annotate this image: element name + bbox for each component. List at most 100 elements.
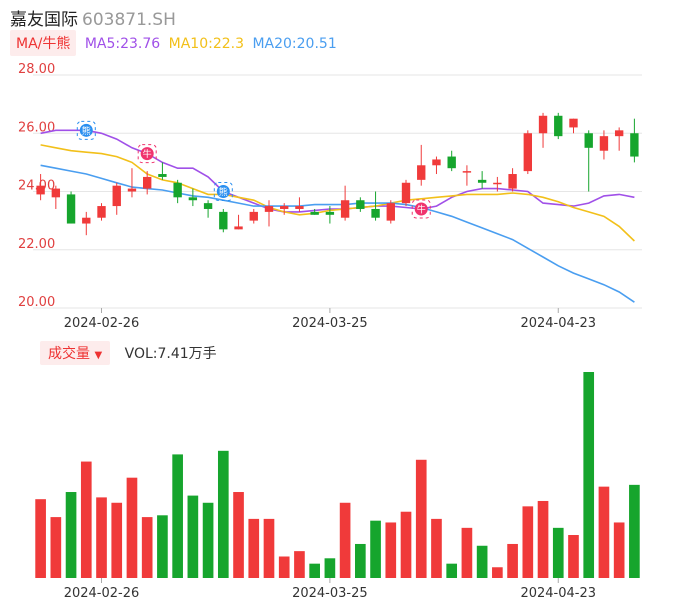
ma10-line [40,144,635,242]
candle-body [508,174,517,189]
volume-x-axis: 2024-02-26 2024-03-25 2024-04-23 [64,578,596,601]
candle-body [538,115,548,134]
candle-body [417,165,426,180]
bear-marker-icon: 熊 [213,182,233,201]
candle-body [356,200,365,209]
marker-dot [414,202,428,216]
volume-bar [492,567,503,578]
y-tick-label: 22.00 [18,237,55,252]
volume-bar [568,535,579,578]
candle-body [386,203,395,221]
candle-body [447,156,456,169]
candle-body [462,171,472,173]
x-tick-label: 2024-02-26 [64,316,140,331]
marker-label: 牛 [143,148,152,160]
candle-body [493,182,502,185]
bull-marker-icon: 牛 [137,144,157,164]
candle-body [295,206,304,209]
candle-body [188,197,198,201]
marker-frame [137,144,157,164]
candle-body [36,185,45,195]
volume-bar [141,517,153,578]
volume-bar [461,527,473,578]
y-tick-label: 20.00 [18,295,55,310]
volume-bar [50,517,62,578]
bear-marker-icon: 熊 [76,120,96,140]
volume-bar [613,522,625,578]
ma-bull-bear-tag[interactable]: MA/牛熊 [10,30,77,56]
volume-bar [629,484,640,578]
stock-code: 603871.SH [82,10,176,30]
ma20-label: MA20:20.51 [252,36,337,52]
volume-bar [324,558,336,578]
candle-body [554,115,563,137]
candle-body [599,136,609,151]
ma-lines [40,129,635,303]
candle-body [66,194,76,224]
volume-bar [294,551,305,578]
volume-bar [263,518,275,578]
ma20-line [40,164,635,303]
x-tick-label: 2024-04-23 [520,316,596,331]
volume-legend: 成交量 ▼ VOL:7.41万手 [40,341,217,365]
candle-body [325,211,335,215]
candle-body [234,226,243,230]
volume-bar [507,543,518,578]
candle-body [523,133,532,172]
y-tick-label: 28.00 [18,62,55,77]
volume-bar [552,527,564,578]
dropdown-caret-icon: ▼ [94,350,103,361]
candle-body [203,203,213,209]
x-tick-label: 2024-04-23 [520,586,596,601]
x-tick-label: 2024-02-26 [64,586,140,601]
ma10-label: MA10:22.3 [168,36,244,52]
volume-bar [598,486,610,578]
volume-bar [233,492,244,578]
volume-bar [187,495,199,578]
candle-body [432,159,441,166]
volume-bar [400,511,412,578]
candle-body [249,211,258,221]
volume-bar [111,502,123,578]
volume-value: VOL:7.41万手 [124,346,217,362]
ma5-line [40,129,635,213]
volume-bar [476,545,488,578]
candle-body [630,133,639,157]
volume-tag-label: 成交量 [48,346,90,362]
volume-bar [355,543,366,578]
marker-dot [79,123,93,137]
volume-bar [583,372,595,578]
candle-body [584,133,593,148]
candle-body [143,176,152,189]
candle-body [310,211,319,215]
candle-body [219,211,228,230]
bull-marker-icon: 牛 [411,199,431,219]
candle-body [51,188,61,198]
stock-name: 嘉友国际 [10,10,78,30]
volume-tag[interactable]: 成交量 ▼ [40,341,111,365]
candle-body [173,182,182,198]
candle-body [82,217,91,224]
volume-bar [65,492,77,578]
candle-body [477,179,487,183]
volume-bar [370,520,381,578]
price-x-axis: 2024-02-26 2024-03-25 2024-04-23 [64,308,596,331]
volume-bar [35,499,46,578]
candles [36,112,639,236]
candle-body [264,206,274,212]
marker-label: 熊 [82,125,91,137]
volume-bar [537,500,549,578]
volume-bar [126,477,138,578]
marker-frame [213,182,233,201]
volume-bar [446,563,458,578]
x-tick-label: 2024-03-25 [292,316,368,331]
volume-bar [522,506,534,578]
volume-bar [339,502,351,578]
volume-bar [415,459,427,578]
volume-bar [385,522,397,578]
volume-bar [172,454,183,578]
marker-frame [76,120,96,140]
ma5-label: MA5:23.76 [84,36,161,52]
